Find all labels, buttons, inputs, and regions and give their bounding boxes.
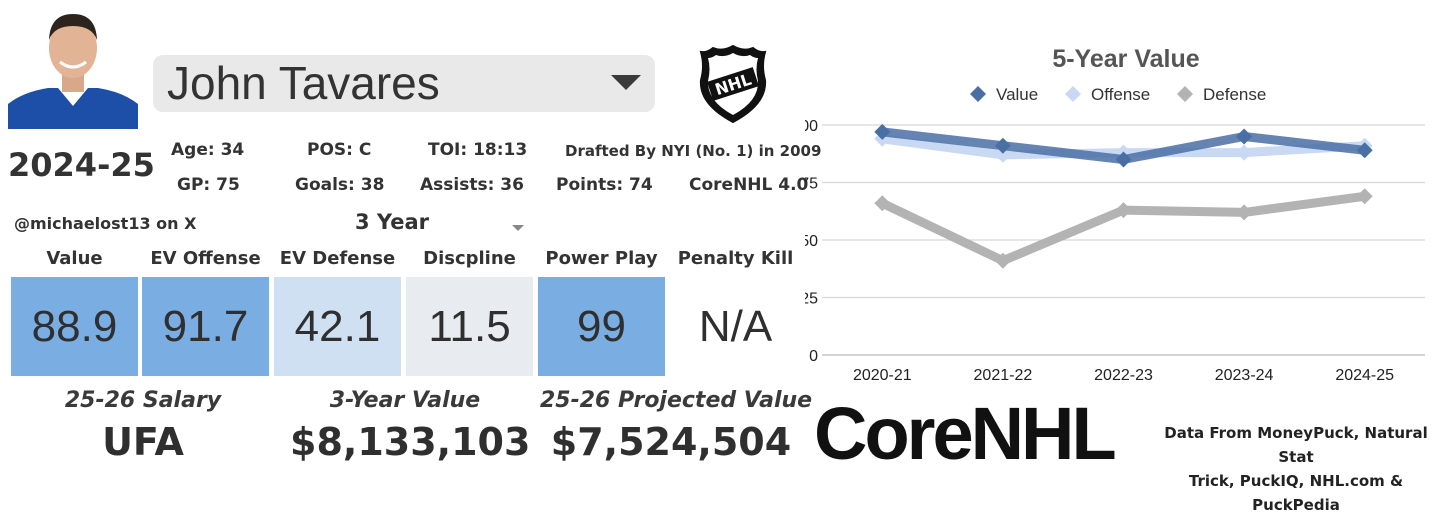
three-year-value-label: 3-Year Value	[329, 388, 481, 413]
legend-marker	[1177, 86, 1193, 102]
chart-legend: Value Offense Defense	[970, 85, 1266, 104]
data-point	[994, 137, 1011, 154]
metric-header-power-play: Power Play	[545, 248, 658, 269]
data-point	[994, 252, 1011, 269]
x-tick-label: 2021-22	[974, 367, 1033, 384]
data-point	[1236, 204, 1253, 221]
period-caret-icon[interactable]	[512, 225, 524, 231]
metric-header-value: Value	[46, 248, 103, 269]
chart-axis-labels: 0 25 50 75 100 2020-21 2021-22 2022-23 2023-24 20…	[805, 118, 1394, 384]
legend-label: Defense	[1203, 85, 1266, 104]
data-source-note: Data From MoneyPuck, Natural Stat Trick,…	[1146, 421, 1446, 517]
data-point	[1236, 144, 1253, 161]
legend-marker	[1065, 86, 1081, 102]
source-line-2: Trick, PuckIQ, NHL.com & PuckPedia	[1188, 472, 1404, 514]
dropdown-caret-icon[interactable]	[611, 75, 641, 90]
player-select-dropdown[interactable]: John Tavares	[153, 55, 655, 112]
y-tick-label: 75	[805, 176, 818, 193]
metric-cell-discipline: 11.5	[406, 277, 533, 376]
data-point	[1236, 128, 1253, 145]
data-point	[874, 123, 891, 140]
age-stat: Age: 34	[171, 140, 245, 160]
assists-stat: Assists: 36	[420, 175, 524, 195]
three-year-value: $8,133,103	[290, 420, 531, 464]
draft-info: Drafted By NYI (No. 1) in 2009	[565, 142, 822, 160]
five-year-value-chart: 5-Year Value Value Offense Defense 0 25 50 75…	[805, 45, 1425, 384]
legend-label: Offense	[1091, 85, 1150, 104]
chart-title: 5-Year Value	[1052, 45, 1199, 73]
salary-label: 25-26 Salary	[64, 388, 222, 413]
metric-cell-power-play: 99	[538, 277, 665, 376]
player-photo	[8, 6, 138, 129]
data-point	[994, 146, 1011, 163]
data-point	[1115, 151, 1132, 168]
legend-marker	[970, 86, 986, 102]
position-stat: POS: C	[307, 140, 372, 160]
y-tick-label: 0	[809, 348, 818, 365]
metric-header-discipline: Discpline	[423, 248, 516, 269]
season-label: 2024-25	[8, 146, 155, 184]
points-stat: Points: 74	[556, 175, 653, 195]
svg-text:CoreNHL: CoreNHL	[814, 396, 1114, 470]
metric-cell-ev-defense: 42.1	[274, 277, 401, 376]
x-tick-label: 2022-23	[1094, 367, 1153, 384]
corenhl-logo: CoreNHL	[814, 392, 1134, 475]
source-line-1: Data From MoneyPuck, Natural Stat	[1164, 424, 1428, 466]
data-point	[874, 195, 891, 212]
metric-cell-penalty-kill: N/A	[672, 277, 799, 376]
y-tick-label: 25	[805, 291, 818, 308]
data-point	[1356, 188, 1373, 205]
legend-label: Value	[996, 85, 1038, 104]
projected-value: $7,524,504	[550, 420, 792, 464]
period-select[interactable]: 3 Year	[355, 210, 429, 234]
metric-cell-ev-offense: 91.7	[142, 277, 269, 376]
goals-stat: Goals: 38	[295, 175, 385, 195]
metric-header-ev-offense: EV Offense	[150, 248, 261, 269]
toi-stat: TOI: 18:13	[428, 140, 528, 160]
projected-value-label: 25-26 Projected Value	[540, 388, 813, 413]
player-name: John Tavares	[167, 57, 440, 109]
x-tick-label: 2020-21	[853, 367, 912, 384]
metric-header-penalty-kill: Penalty Kill	[677, 248, 794, 269]
data-point	[1356, 142, 1373, 159]
y-tick-label: 50	[805, 233, 818, 250]
x-tick-label: 2024-25	[1335, 367, 1394, 384]
chart-series	[874, 123, 1373, 269]
gp-stat: GP: 75	[177, 175, 240, 195]
author-handle: @michaelost13 on X	[14, 214, 197, 233]
chart-grid	[822, 124, 1425, 356]
metric-header-ev-defense: EV Defense	[279, 248, 396, 269]
data-point	[1115, 202, 1132, 219]
nhl-logo: NHL	[697, 44, 769, 124]
x-tick-label: 2023-24	[1215, 367, 1274, 384]
salary-value: UFA	[102, 420, 184, 464]
metric-cell-value: 88.9	[11, 277, 138, 376]
model-version: CoreNHL 4.0	[689, 175, 809, 195]
y-tick-label: 100	[805, 118, 818, 135]
